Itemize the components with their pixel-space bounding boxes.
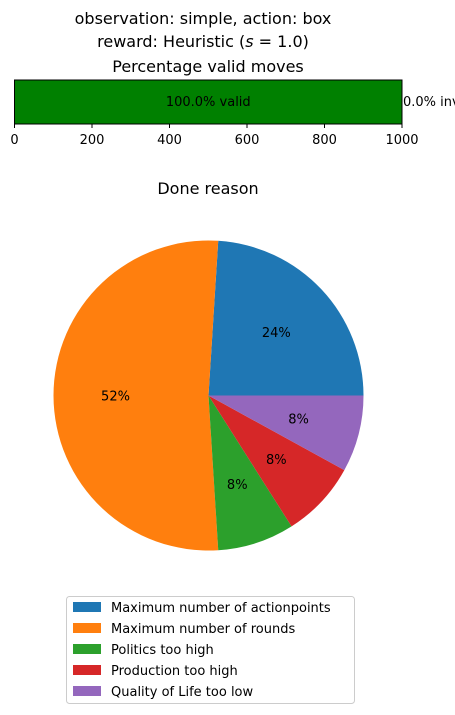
legend-items: Maximum number of actionpoints Maximum nu… <box>73 601 331 700</box>
pie-slice-1 <box>53 240 219 551</box>
legend-swatch-4 <box>73 686 101 696</box>
bar-label-valid: 100.0% valid <box>166 95 251 110</box>
bar-segment-valid <box>14 80 402 124</box>
pie-pct-label-2: 8% <box>227 478 248 493</box>
figure-title-line-2: reward: Heuristic (s = 1.0) <box>97 32 309 51</box>
legend-swatch-0 <box>73 602 101 612</box>
pie-pct-label-4: 8% <box>288 413 309 428</box>
legend-label-0: Maximum number of actionpoints <box>111 601 331 616</box>
legend-swatch-2 <box>73 644 101 654</box>
legend-label-3: Production too high <box>111 664 238 679</box>
pie-pct-label-3: 8% <box>266 453 287 468</box>
figure-title-line-2-prefix: reward: Heuristic ( <box>97 32 245 51</box>
bar-x-axis: 0 200 400 600 800 1000 <box>10 124 419 148</box>
bar-x-tick-label: 0 <box>10 133 18 148</box>
pie-legend: Maximum number of actionpoints Maximum nu… <box>66 596 355 704</box>
pie-slice-2 <box>208 395 292 551</box>
bar-label-invalid: 0.0% invalid <box>403 95 455 110</box>
figure-title-line-2-s: s <box>245 32 253 51</box>
legend-label-4: Quality of Life too low <box>111 685 254 700</box>
bar-axes-frame <box>14 79 403 125</box>
bar-layer: 100.0% valid 0.0% invalid <box>14 80 455 124</box>
legend-swatch-1 <box>73 623 101 633</box>
bar-x-tick-label: 400 <box>157 133 182 148</box>
bar-x-tick-label: 800 <box>312 133 337 148</box>
bar-x-tick-label: 600 <box>235 133 260 148</box>
pie-pct-label-1: 52% <box>101 390 130 405</box>
pie-slice-3 <box>208 395 345 527</box>
bar-chart-title: Percentage valid moves <box>112 57 304 76</box>
pie-slice-4 <box>208 395 364 471</box>
legend-frame <box>66 596 355 704</box>
pie-pct-label-0: 24% <box>262 326 291 341</box>
figure-title-line-1: observation: simple, action: box <box>75 9 332 28</box>
valid-moves-chart: Percentage valid moves 100.0% valid 0.0% … <box>10 57 455 148</box>
done-reason-chart: Done reason 24% 52% 8% 8% 8% <box>53 179 364 551</box>
bar-x-tick-label: 200 <box>80 133 105 148</box>
legend-label-1: Maximum number of rounds <box>111 622 295 637</box>
pie-chart-title: Done reason <box>157 179 258 198</box>
legend-swatch-3 <box>73 665 101 675</box>
bar-x-tick-label: 1000 <box>385 133 418 148</box>
legend-label-2: Politics too high <box>111 643 214 658</box>
pie-slice-0 <box>208 240 364 396</box>
figure-title-line-2-suffix: = 1.0) <box>254 32 309 51</box>
pie-layer: 24% 52% 8% 8% 8% <box>53 240 364 551</box>
